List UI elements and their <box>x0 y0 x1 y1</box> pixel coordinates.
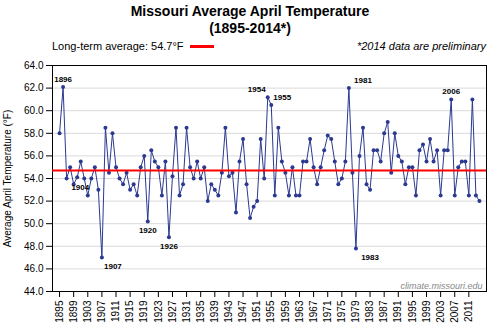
svg-text:58.0: 58.0 <box>24 128 44 139</box>
html-text:Missouri Average April Tempera: Missouri Average April Temperature (1895… <box>130 3 370 36</box>
svg-text:1979: 1979 <box>350 300 361 323</box>
svg-text:1981: 1981 <box>354 76 372 85</box>
svg-text:1995: 1995 <box>407 300 418 323</box>
svg-text:1991: 1991 <box>392 300 403 323</box>
svg-text:1947: 1947 <box>237 300 248 323</box>
svg-text:1983: 1983 <box>361 253 379 262</box>
svg-text:1926: 1926 <box>160 242 178 251</box>
svg-text:54.0: 54.0 <box>24 173 44 184</box>
svg-text:48.0: 48.0 <box>24 241 44 252</box>
svg-text:1935: 1935 <box>195 300 206 323</box>
svg-text:1943: 1943 <box>223 300 234 323</box>
svg-text:1954: 1954 <box>248 85 266 94</box>
svg-text:2003: 2003 <box>435 300 446 323</box>
svg-text:46.0: 46.0 <box>24 263 44 274</box>
svg-text:62.0: 62.0 <box>24 82 44 93</box>
html-text:*2014 data are preliminary: *2014 data are preliminary <box>357 40 486 52</box>
svg-text:1920: 1920 <box>139 226 157 235</box>
svg-text:1904: 1904 <box>71 183 89 192</box>
svg-text:1999: 1999 <box>421 300 432 323</box>
svg-text:52.0: 52.0 <box>24 195 44 206</box>
svg-text:1899: 1899 <box>68 300 79 323</box>
svg-text:1907: 1907 <box>96 300 107 323</box>
svg-text:1955: 1955 <box>273 93 291 102</box>
svg-text:2006: 2006 <box>442 87 460 96</box>
svg-text:2011: 2011 <box>463 300 474 322</box>
svg-text:1987: 1987 <box>378 300 389 323</box>
svg-text:1923: 1923 <box>153 300 164 323</box>
svg-text:1927: 1927 <box>167 300 178 323</box>
svg-text:56.0: 56.0 <box>24 150 44 161</box>
svg-text:1971: 1971 <box>322 300 333 323</box>
svg-text:1963: 1963 <box>294 300 305 323</box>
svg-text:1975: 1975 <box>336 300 347 323</box>
svg-text:1911: 1911 <box>110 300 121 322</box>
svg-text:44.0: 44.0 <box>24 286 44 297</box>
svg-text:Average April Temperature (°F): Average April Temperature (°F) <box>2 110 13 248</box>
svg-text:1931: 1931 <box>181 300 192 323</box>
svg-text:64.0: 64.0 <box>24 60 44 71</box>
svg-text:2007: 2007 <box>449 300 460 323</box>
svg-text:1967: 1967 <box>308 300 319 323</box>
svg-text:1955: 1955 <box>265 300 276 323</box>
svg-text:1903: 1903 <box>82 300 93 323</box>
html-text:Long-term average: 54.7°F: Long-term average: 54.7°F <box>52 40 184 52</box>
svg-text:60.0: 60.0 <box>24 105 44 116</box>
svg-text:1895: 1895 <box>54 300 65 323</box>
svg-text:1896: 1896 <box>54 75 72 84</box>
svg-text:climate.missouri.edu: climate.missouri.edu <box>400 281 482 291</box>
svg-text:50.0: 50.0 <box>24 218 44 229</box>
svg-text:1959: 1959 <box>280 300 291 323</box>
svg-text:1983: 1983 <box>364 300 375 323</box>
svg-text:1951: 1951 <box>251 300 262 323</box>
svg-text:1939: 1939 <box>209 300 220 323</box>
svg-text:1915: 1915 <box>124 300 135 323</box>
svg-text:1907: 1907 <box>104 262 122 271</box>
svg-text:1919: 1919 <box>138 300 149 323</box>
